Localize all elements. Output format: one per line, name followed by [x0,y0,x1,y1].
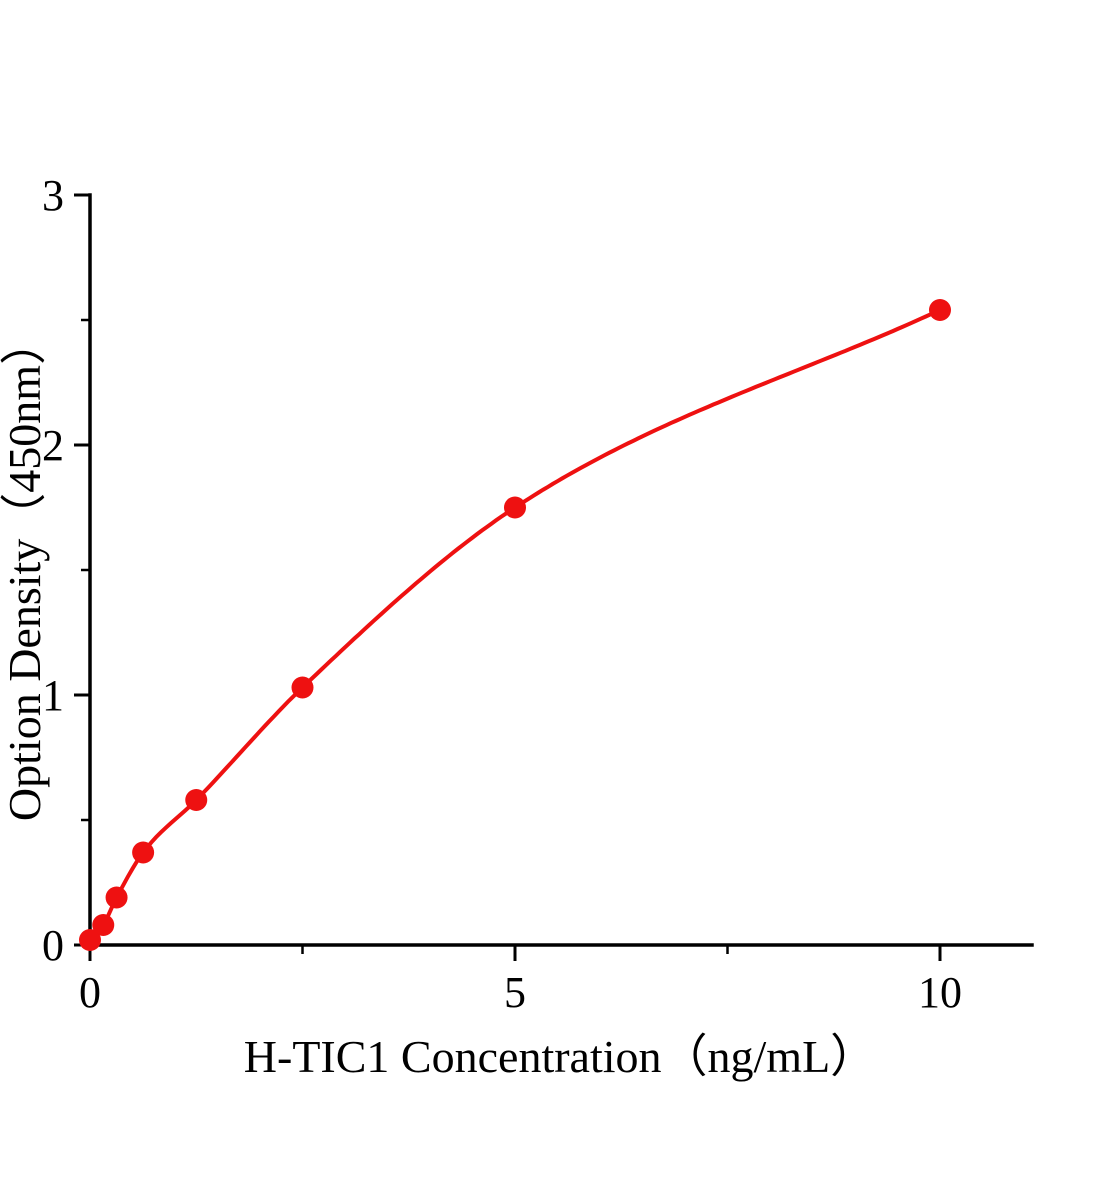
data-point-marker [79,929,101,951]
tick-marks [74,193,942,961]
y-tick-label: 1 [42,671,64,720]
data-point-marker [105,886,128,909]
x-tick-label: 10 [918,968,962,1017]
data-point-marker [504,496,526,519]
y-tick-label: 0 [42,921,64,970]
data-point-marker [929,299,951,321]
x-tick-label: 5 [504,968,526,1017]
data-point-marker [92,914,115,936]
standard-curve-line [88,308,942,942]
y-tick-label: 3 [42,171,64,220]
data-point-marker [185,789,208,811]
data-points [79,299,951,951]
x-axis-title: H-TIC1 Concentration（ng/mL） [244,1031,876,1082]
fit-curve [88,308,942,942]
data-point-marker [291,676,314,699]
y-tick-label: 2 [42,421,64,470]
x-tick-label: 0 [79,968,101,1017]
data-point-marker [132,841,155,864]
tick-labels: 0 5 10 0 1 2 3 [42,171,962,1017]
axes [86,193,1034,949]
y-axis-title: Option Density（450nm） [0,319,50,821]
